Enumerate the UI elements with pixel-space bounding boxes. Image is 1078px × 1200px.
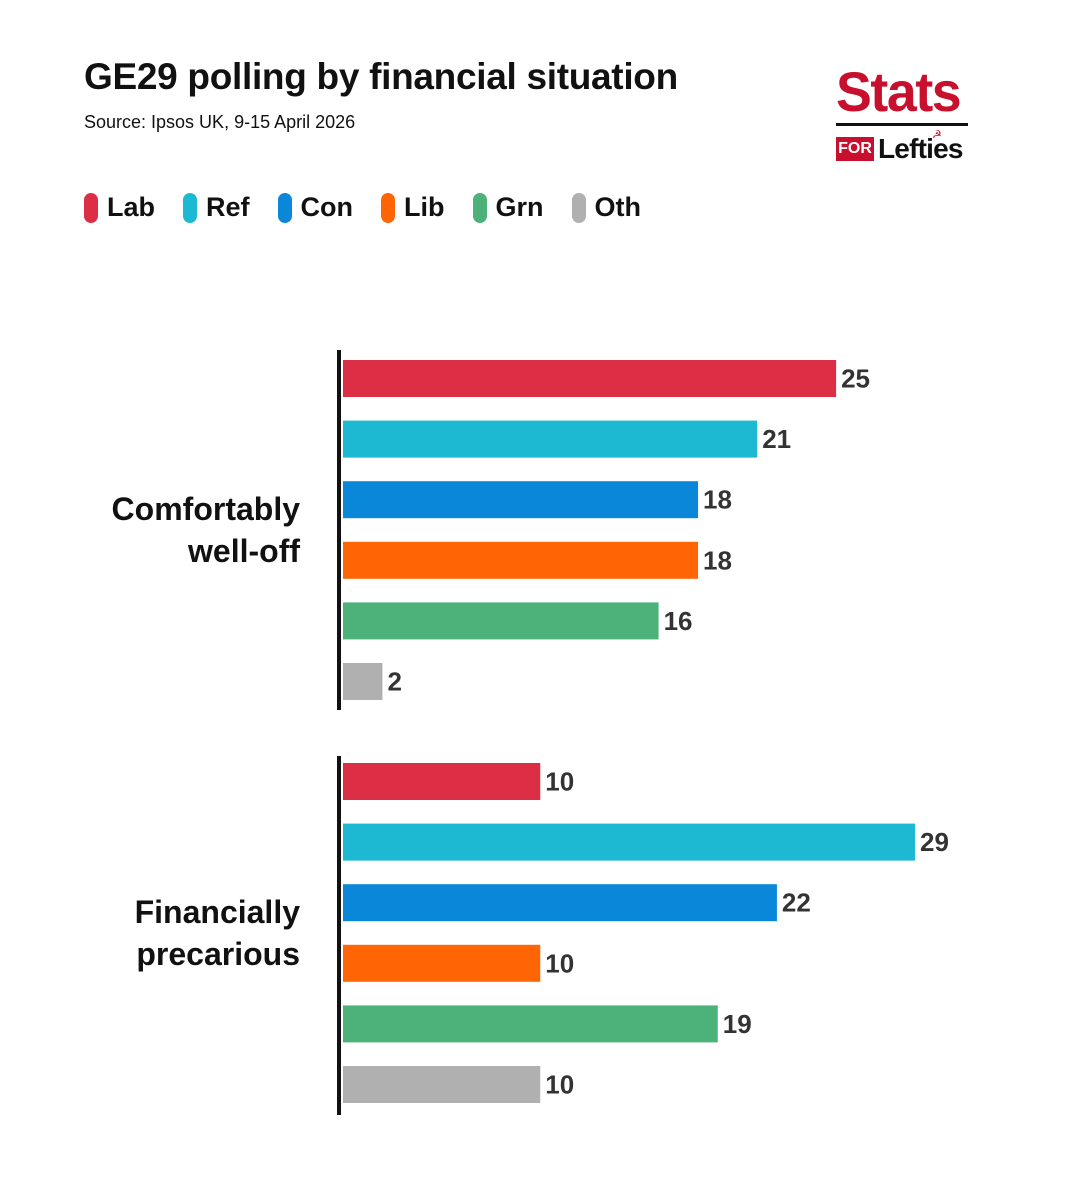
logo-stats-text: Stats: [836, 60, 962, 123]
bar-grn: [343, 602, 659, 640]
stats-for-lefties-logo: Stats FOR Lefties ☭: [836, 64, 968, 164]
bar-lab: [343, 763, 541, 800]
logo-lefties-text: Lefties: [878, 133, 963, 164]
bar-grn: [343, 1005, 718, 1043]
logo-for-badge: FOR: [836, 137, 874, 161]
legend-label-grn: Grn: [495, 192, 544, 222]
category-label: well-off: [187, 533, 300, 569]
category-label: Comfortably: [112, 491, 301, 527]
legend-item-oth: Oth: [571, 192, 642, 223]
legend-swatch-lib: [381, 192, 396, 223]
legend-label-lib: Lib: [404, 192, 445, 222]
data-label-oth: 10: [545, 1070, 574, 1100]
category-label: precarious: [136, 936, 300, 972]
legend-item-con: Con: [277, 192, 354, 223]
bar-lib: [343, 944, 541, 982]
legend-item-lib: Lib: [381, 192, 445, 223]
legend-swatch-ref: [183, 192, 198, 223]
bar-ref: [343, 823, 915, 861]
bar-lib: [343, 541, 699, 579]
chart-title: GE29 polling by financial situation: [84, 56, 678, 97]
data-label-oth: 2: [387, 667, 401, 697]
data-label-lab: 25: [841, 364, 870, 394]
bar-lab: [343, 360, 837, 397]
data-label-con: 18: [703, 485, 732, 515]
legend-label-oth: Oth: [594, 192, 642, 222]
legend-swatch-con: [277, 192, 292, 223]
bar-con: [343, 481, 699, 519]
data-label-grn: 16: [664, 606, 693, 636]
data-label-lab: 10: [545, 767, 574, 797]
bar-oth: [343, 663, 383, 700]
hammer-sickle-icon: ☭: [932, 129, 942, 141]
legend-label-con: Con: [300, 192, 354, 222]
data-label-con: 22: [782, 888, 811, 918]
bar-con: [343, 884, 777, 922]
legend-label-ref: Ref: [206, 192, 250, 222]
legend-swatch-oth: [571, 192, 586, 223]
data-label-ref: 29: [920, 827, 949, 857]
legend-item-lab: Lab: [84, 192, 155, 223]
bar-ref: [343, 420, 758, 458]
data-label-lib: 10: [545, 948, 574, 978]
category-label: Financially: [135, 894, 301, 930]
legend-label-lab: Lab: [107, 192, 156, 222]
legend: Lab Ref Con Lib Grn Oth: [84, 192, 669, 223]
legend-swatch-lab: [84, 192, 98, 223]
bar-oth: [343, 1066, 541, 1103]
legend-item-ref: Ref: [183, 192, 250, 223]
data-label-grn: 19: [723, 1009, 752, 1039]
legend-item-grn: Grn: [472, 192, 544, 223]
legend-swatch-grn: [472, 192, 487, 223]
chart-subtitle: Source: Ipsos UK, 9-15 April 2026: [84, 112, 356, 132]
data-label-lib: 18: [703, 545, 732, 575]
logo-divider: [836, 123, 968, 126]
data-label-ref: 21: [762, 424, 791, 454]
